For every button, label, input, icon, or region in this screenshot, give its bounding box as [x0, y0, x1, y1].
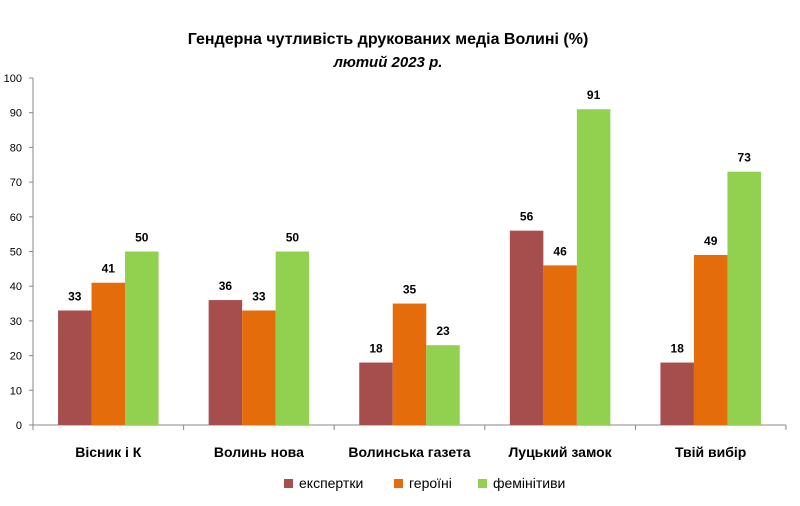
bar-фемінітиви-4 — [727, 171, 761, 425]
data-label: 56 — [520, 210, 534, 224]
legend-label: експертки — [299, 475, 363, 491]
x-category-label: Твій вибір — [675, 444, 746, 460]
x-category-label: Волинь нова — [214, 444, 304, 460]
bar-фемінітиви-3 — [576, 109, 611, 425]
chart-bars — [58, 109, 761, 425]
chart-legend: експертки героїні фемінітиви — [284, 475, 565, 491]
data-label: 50 — [286, 231, 300, 245]
x-category-label: Луцький замок — [508, 444, 612, 460]
x-category-label: Вісник і К — [75, 444, 142, 460]
bar-експертки-1 — [208, 300, 243, 425]
y-tick-label: 80 — [10, 142, 22, 154]
legend-swatch — [284, 479, 293, 488]
data-label: 23 — [436, 324, 450, 338]
data-label: 91 — [587, 88, 601, 102]
legend-label: фемінітиви — [493, 475, 565, 491]
data-label: 33 — [252, 289, 266, 303]
data-label: 46 — [553, 244, 567, 258]
y-tick-label: 70 — [10, 177, 22, 189]
legend-swatch — [394, 479, 403, 488]
chart-title: Гендерна чутливість друкованих медіа Вол… — [188, 31, 589, 48]
data-label: 49 — [704, 234, 718, 248]
y-tick-label: 10 — [10, 385, 22, 397]
bar-героїні-3 — [543, 265, 577, 425]
chart-axes: 0 10 20 30 40 50 60 70 80 90 100 Вісник і К Волинь н… — [4, 73, 787, 460]
y-tick-label: 20 — [10, 351, 22, 363]
bar-фемінітиви-1 — [275, 251, 310, 425]
bar-експертки-3 — [509, 230, 544, 425]
y-tick-label: 40 — [10, 281, 22, 293]
bar-героїні-1 — [242, 310, 276, 425]
data-label: 50 — [135, 231, 149, 245]
bar-героїні-4 — [693, 254, 728, 425]
bar-фемінітиви-0 — [125, 251, 159, 425]
data-label: 35 — [403, 283, 417, 297]
chart-subtitle: лютий 2023 р. — [333, 54, 443, 71]
y-tick-label: 30 — [10, 316, 22, 328]
bar-експертки-4 — [660, 362, 694, 425]
legend-label: героїні — [409, 475, 452, 491]
y-tick-label: 0 — [16, 420, 22, 432]
y-tick-label: 50 — [10, 247, 22, 259]
data-label: 73 — [738, 151, 752, 165]
bar-експертки-0 — [58, 310, 92, 425]
data-label: 41 — [102, 262, 116, 276]
x-category-label: Волинська газета — [348, 444, 470, 460]
bar-героїні-2 — [392, 303, 427, 425]
y-tick-label: 60 — [10, 212, 22, 224]
data-label: 36 — [219, 279, 233, 293]
y-tick-label: 100 — [4, 73, 22, 85]
bar-експертки-2 — [359, 362, 393, 425]
data-label: 18 — [369, 342, 383, 356]
bar-героїні-0 — [91, 282, 126, 425]
bar-фемінітиви-2 — [426, 345, 460, 425]
chart-data-labels: 33 41 50 36 33 50 18 35 23 56 46 91 18 49 73 — [68, 88, 751, 355]
legend-swatch — [478, 479, 487, 488]
y-tick-label: 90 — [10, 108, 22, 120]
data-label: 18 — [671, 342, 685, 356]
data-label: 33 — [68, 289, 82, 303]
